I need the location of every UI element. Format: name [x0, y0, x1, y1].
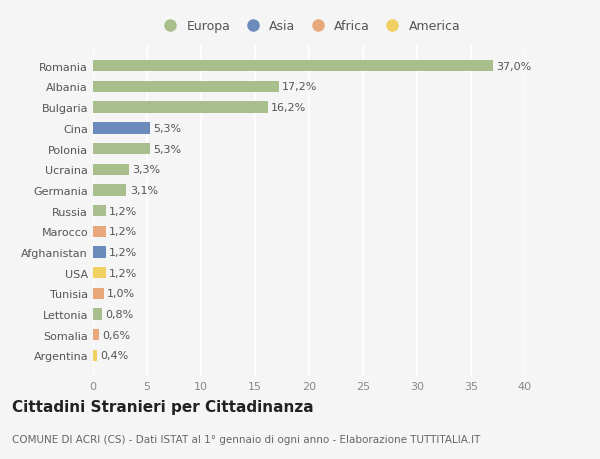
- Bar: [93, 82, 279, 93]
- Bar: [93, 226, 106, 237]
- Text: 17,2%: 17,2%: [282, 82, 317, 92]
- Bar: [93, 247, 106, 258]
- Bar: [93, 206, 106, 217]
- Text: COMUNE DI ACRI (CS) - Dati ISTAT al 1° gennaio di ogni anno - Elaborazione TUTTI: COMUNE DI ACRI (CS) - Dati ISTAT al 1° g…: [12, 434, 481, 444]
- Text: 1,2%: 1,2%: [109, 227, 137, 237]
- Text: 3,3%: 3,3%: [132, 165, 160, 175]
- Text: 3,1%: 3,1%: [130, 185, 158, 196]
- Text: 1,2%: 1,2%: [109, 247, 137, 257]
- Bar: [93, 185, 127, 196]
- Bar: [93, 268, 106, 279]
- Bar: [93, 102, 268, 113]
- Bar: [93, 330, 100, 341]
- Text: 0,4%: 0,4%: [101, 351, 129, 361]
- Text: 1,2%: 1,2%: [109, 206, 137, 216]
- Bar: [93, 350, 97, 361]
- Bar: [93, 288, 104, 299]
- Legend: Europa, Asia, Africa, America: Europa, Asia, Africa, America: [158, 20, 460, 33]
- Text: 0,8%: 0,8%: [105, 309, 133, 319]
- Text: 1,2%: 1,2%: [109, 268, 137, 278]
- Text: 1,0%: 1,0%: [107, 289, 135, 299]
- Bar: [93, 164, 128, 175]
- Text: Cittadini Stranieri per Cittadinanza: Cittadini Stranieri per Cittadinanza: [12, 399, 314, 414]
- Text: 5,3%: 5,3%: [154, 123, 182, 134]
- Bar: [93, 123, 150, 134]
- Text: 37,0%: 37,0%: [496, 62, 531, 72]
- Text: 0,6%: 0,6%: [103, 330, 131, 340]
- Bar: [93, 309, 101, 320]
- Text: 5,3%: 5,3%: [154, 144, 182, 154]
- Text: 16,2%: 16,2%: [271, 103, 307, 113]
- Bar: [93, 144, 150, 155]
- Bar: [93, 61, 493, 72]
